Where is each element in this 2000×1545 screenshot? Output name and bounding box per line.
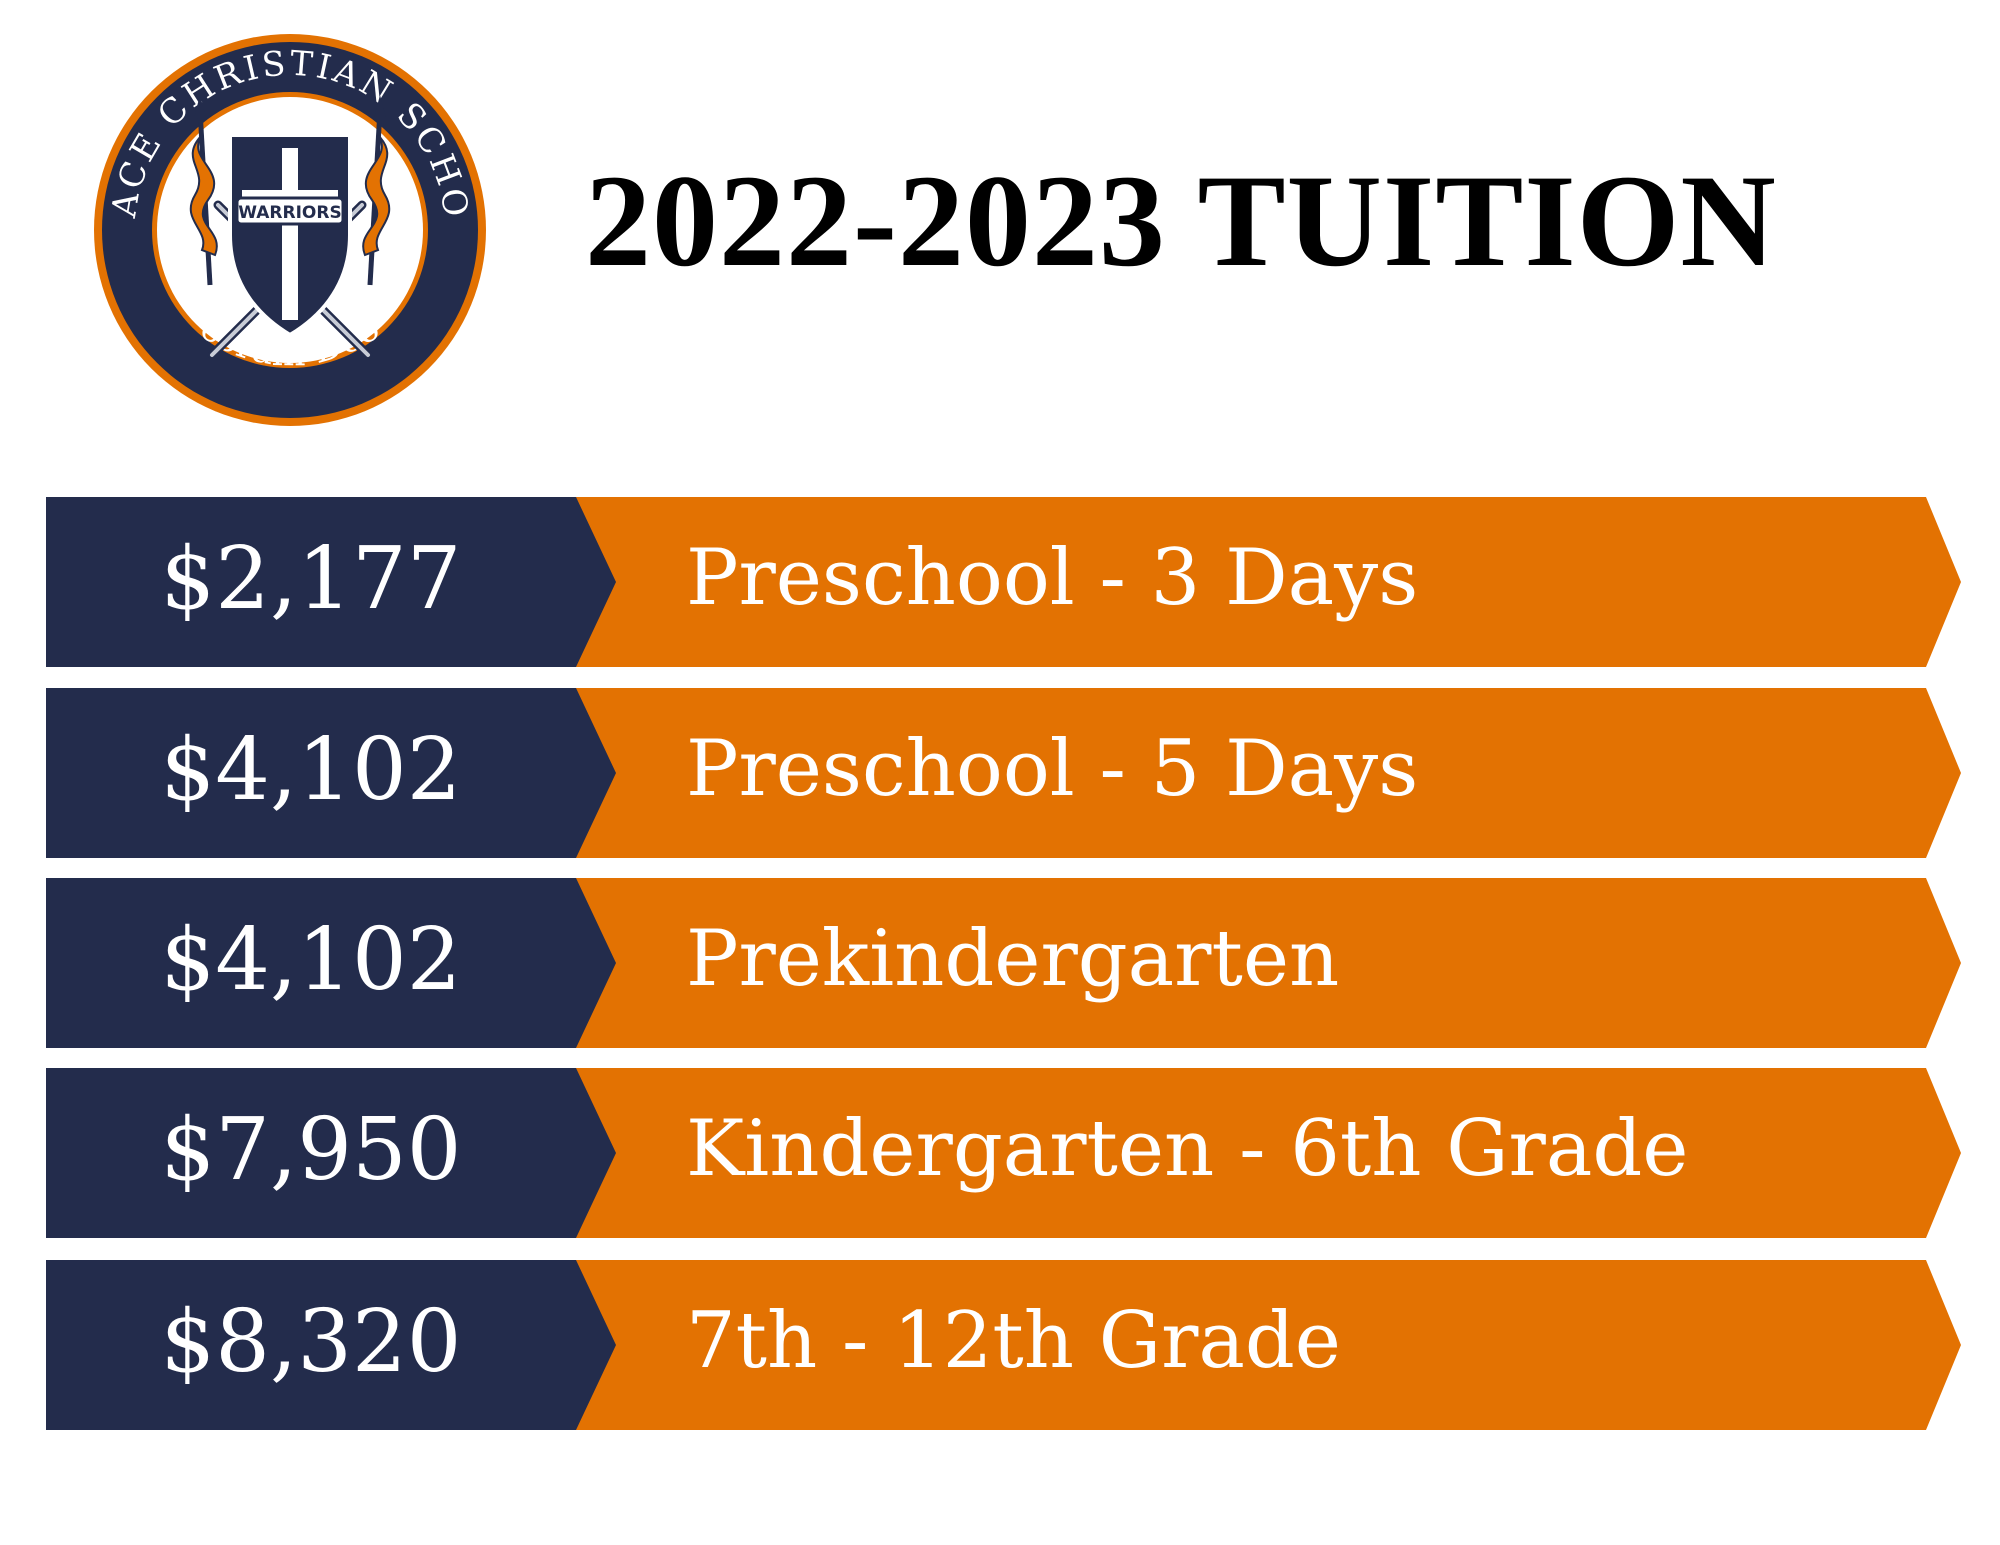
grade-level-label: 7th - 12th Grade <box>686 1296 1341 1386</box>
page-title: 2022-2023 TUITION <box>585 147 1777 294</box>
tuition-row: $4,102 Preschool - 5 Days <box>46 688 1961 858</box>
row-background <box>46 497 1961 667</box>
grade-level-label: Preschool - 5 Days <box>686 724 1419 814</box>
tuition-price: $4,102 <box>160 720 462 820</box>
grade-level-label: Kindergarten - 6th Grade <box>686 1104 1689 1194</box>
tuition-row: $7,950 Kindergarten - 6th Grade <box>46 1068 1961 1238</box>
svg-text:WARRIORS: WARRIORS <box>238 203 341 223</box>
tuition-price: $8,320 <box>160 1292 462 1392</box>
tuition-price: $7,950 <box>160 1100 462 1200</box>
row-background <box>46 1260 1961 1430</box>
tuition-price: $2,177 <box>160 529 462 629</box>
tuition-price: $4,102 <box>160 910 462 1010</box>
tuition-row: $2,177 Preschool - 3 Days <box>46 497 1961 667</box>
row-background <box>46 688 1961 858</box>
row-background <box>46 878 1961 1048</box>
grade-level-label: Prekindergarten <box>686 914 1340 1004</box>
tuition-row: $8,320 7th - 12th Grade <box>46 1260 1961 1430</box>
row-background <box>46 1068 1961 1238</box>
school-logo: GRACE CHRISTIAN SCHOOL coram Deo WARRIOR… <box>90 30 486 426</box>
grade-level-label: Preschool - 3 Days <box>686 533 1419 623</box>
tuition-row: $4,102 Prekindergarten <box>46 878 1961 1048</box>
